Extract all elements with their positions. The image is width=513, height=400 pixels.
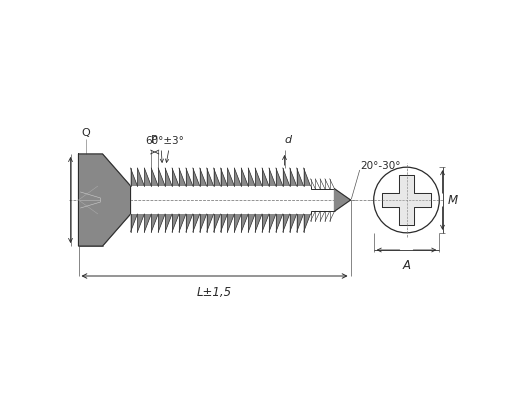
Polygon shape	[241, 214, 248, 232]
Polygon shape	[130, 214, 137, 232]
Polygon shape	[234, 214, 241, 232]
Polygon shape	[78, 154, 130, 246]
Polygon shape	[186, 214, 193, 232]
Polygon shape	[193, 168, 200, 186]
Polygon shape	[269, 168, 276, 186]
Polygon shape	[283, 214, 290, 232]
Polygon shape	[158, 214, 165, 232]
Polygon shape	[248, 168, 255, 186]
Polygon shape	[179, 168, 186, 186]
Polygon shape	[193, 214, 200, 232]
Text: Q: Q	[82, 128, 90, 138]
Polygon shape	[248, 214, 255, 232]
Polygon shape	[241, 168, 248, 186]
Polygon shape	[144, 168, 151, 186]
Polygon shape	[297, 168, 304, 186]
Polygon shape	[304, 214, 310, 232]
Polygon shape	[200, 168, 207, 186]
Polygon shape	[276, 168, 283, 186]
Polygon shape	[144, 214, 151, 232]
Polygon shape	[200, 214, 207, 232]
Polygon shape	[213, 168, 221, 186]
Polygon shape	[334, 189, 350, 211]
Polygon shape	[207, 168, 213, 186]
Polygon shape	[172, 214, 179, 232]
Polygon shape	[227, 168, 234, 186]
Polygon shape	[137, 214, 144, 232]
Polygon shape	[290, 168, 297, 186]
Polygon shape	[234, 168, 241, 186]
Polygon shape	[137, 168, 144, 186]
Polygon shape	[290, 214, 297, 232]
Polygon shape	[213, 214, 221, 232]
Polygon shape	[262, 168, 269, 186]
Text: L±1,5: L±1,5	[197, 286, 232, 299]
Polygon shape	[151, 168, 158, 186]
Polygon shape	[151, 214, 158, 232]
Polygon shape	[221, 168, 227, 186]
Text: 20°-30°: 20°-30°	[361, 161, 401, 171]
Text: M: M	[447, 194, 458, 206]
Polygon shape	[165, 168, 172, 186]
Polygon shape	[283, 168, 290, 186]
Polygon shape	[158, 168, 165, 186]
Text: P: P	[151, 135, 158, 145]
Polygon shape	[207, 214, 213, 232]
Polygon shape	[255, 168, 262, 186]
Polygon shape	[179, 214, 186, 232]
Text: 60°±3°: 60°±3°	[146, 136, 185, 146]
Polygon shape	[221, 214, 227, 232]
Polygon shape	[130, 168, 137, 186]
Polygon shape	[276, 214, 283, 232]
Polygon shape	[382, 175, 431, 225]
Text: d: d	[285, 135, 292, 145]
Text: A: A	[403, 259, 410, 272]
Polygon shape	[297, 214, 304, 232]
Polygon shape	[262, 214, 269, 232]
Polygon shape	[172, 168, 179, 186]
Polygon shape	[255, 214, 262, 232]
Polygon shape	[304, 168, 310, 186]
Polygon shape	[227, 214, 234, 232]
Polygon shape	[165, 214, 172, 232]
Polygon shape	[269, 214, 276, 232]
Polygon shape	[186, 168, 193, 186]
